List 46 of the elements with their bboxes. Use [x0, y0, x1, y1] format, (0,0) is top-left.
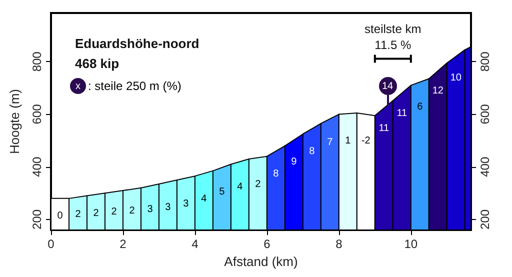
- text: 468 kip: [75, 56, 120, 71]
- series-label: -2: [361, 135, 371, 146]
- series-label: 2: [129, 206, 136, 217]
- series-label: 8: [309, 146, 316, 157]
- x-tick-label: 6: [264, 237, 271, 251]
- series-label: 8: [273, 168, 280, 180]
- series-label: 1: [345, 135, 352, 146]
- series-label: 6: [417, 101, 424, 112]
- y2-tick-label: 200: [478, 209, 492, 230]
- y2-tick-label: 600: [478, 104, 492, 124]
- series-label: 11: [396, 108, 408, 119]
- x-axis-title: Afstand (km): [224, 254, 298, 269]
- series-label: 2: [255, 178, 262, 190]
- series-label: 4: [201, 193, 208, 204]
- series-label: 9: [291, 156, 298, 168]
- y2-tick-label: 400: [478, 156, 492, 177]
- series-label: 11: [378, 123, 390, 134]
- x-tick-label: 2: [120, 237, 127, 251]
- annotation: : steile 250 m (%): [88, 79, 182, 93]
- series-label: 3: [147, 204, 154, 215]
- series-label: 4: [237, 181, 244, 192]
- annotation: 11.5 %: [374, 38, 412, 52]
- y-tick-label: 600: [30, 104, 44, 124]
- series-label: 0: [57, 210, 64, 222]
- y-axis-title: Hoogte (m): [7, 88, 22, 154]
- text: Eduardshöhe-noord: [75, 36, 200, 51]
- y-tick-label: 800: [30, 51, 44, 72]
- x-tick-label: 10: [404, 237, 418, 251]
- series-label: 2: [111, 206, 118, 218]
- y-tick-label: 400: [30, 156, 44, 177]
- y-tick-label: 200: [30, 209, 44, 230]
- circle-icon: x: [70, 78, 86, 94]
- series-label: 12: [432, 85, 444, 96]
- x-tick-label: 8: [336, 237, 343, 251]
- series-label: 5: [219, 186, 226, 198]
- annotation: 14: [378, 77, 396, 96]
- series-label: 7: [327, 136, 334, 148]
- x-tick-label: 4: [192, 237, 199, 251]
- annotation: steilste km: [364, 22, 422, 36]
- series-label: 3: [165, 202, 172, 214]
- series-label: 2: [93, 208, 100, 219]
- y2-tick-label: 800: [478, 51, 492, 72]
- series-label: 10: [450, 72, 462, 84]
- x-tick-label: 0: [48, 237, 55, 251]
- series-label: 3: [183, 198, 190, 210]
- series-label: 2: [75, 209, 82, 220]
